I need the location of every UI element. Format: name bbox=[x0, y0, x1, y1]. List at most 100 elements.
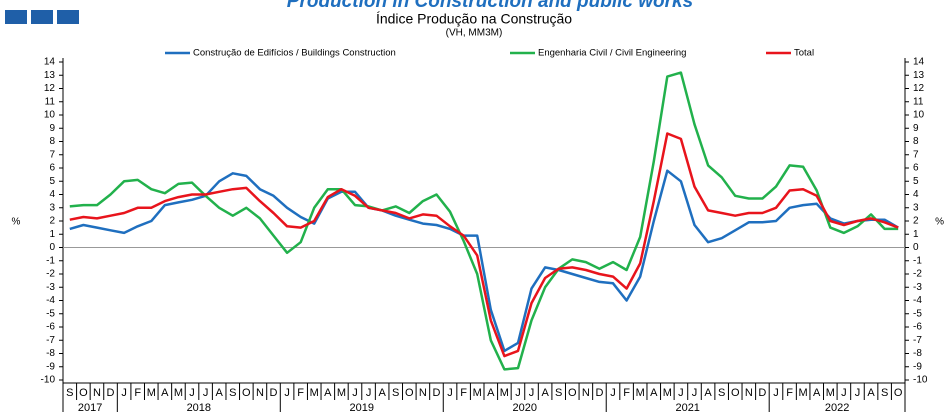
series-line bbox=[69, 132, 899, 358]
x-tick-label: J bbox=[841, 387, 847, 399]
y-tick-label: 1 bbox=[49, 229, 55, 240]
series-line bbox=[69, 169, 899, 353]
year-label: 2020 bbox=[512, 402, 536, 412]
y2-tick-label: 10 bbox=[913, 110, 925, 121]
y2-tick-label: 9 bbox=[913, 123, 919, 134]
y2-tick-label: -3 bbox=[913, 282, 922, 293]
x-tick-label: A bbox=[487, 387, 495, 399]
x-tick-label: S bbox=[881, 387, 888, 399]
y-tick-label: 14 bbox=[44, 57, 56, 68]
chart-title: Índice Produção na Construção bbox=[376, 11, 572, 27]
y2-tick-label: 5 bbox=[913, 176, 919, 187]
x-tick-label: M bbox=[799, 387, 808, 399]
x-tick-label: M bbox=[636, 387, 645, 399]
y-tick-label: -4 bbox=[46, 295, 55, 306]
x-tick-label: J bbox=[773, 387, 779, 399]
y2-tick-label: 0 bbox=[913, 242, 919, 253]
y-tick-label: 7 bbox=[49, 149, 55, 160]
x-tick-label: D bbox=[432, 387, 440, 399]
y2-tick-label: -9 bbox=[913, 361, 922, 372]
x-tick-label: D bbox=[595, 387, 603, 399]
x-tick-label: F bbox=[297, 387, 304, 399]
year-label: 2021 bbox=[675, 402, 699, 412]
y2-tick-label: -5 bbox=[913, 308, 922, 319]
x-tick-label: S bbox=[229, 387, 236, 399]
x-tick-label: N bbox=[582, 387, 590, 399]
x-tick-label: D bbox=[107, 387, 115, 399]
x-tick-label: S bbox=[392, 387, 399, 399]
x-tick-label: D bbox=[270, 387, 278, 399]
y2-tick-label: -1 bbox=[913, 255, 922, 266]
y2-tick-label: 14 bbox=[913, 57, 925, 68]
y2-tick-label: 13 bbox=[913, 70, 925, 81]
y-tick-label: 2 bbox=[49, 216, 55, 227]
y2-tick-label: 6 bbox=[913, 163, 919, 174]
y2-tick-label: -6 bbox=[913, 322, 922, 333]
x-tick-label: J bbox=[121, 387, 127, 399]
x-tick-label: A bbox=[161, 387, 169, 399]
y-tick-label: -8 bbox=[46, 348, 55, 359]
x-tick-label: J bbox=[352, 387, 358, 399]
y2-tick-label: -2 bbox=[913, 269, 922, 280]
x-tick-label: J bbox=[366, 387, 372, 399]
x-tick-label: M bbox=[473, 387, 482, 399]
legend-label: Total bbox=[794, 48, 814, 59]
x-tick-label: J bbox=[189, 387, 195, 399]
x-tick-label: A bbox=[324, 387, 332, 399]
y2-tick-label: 3 bbox=[913, 202, 919, 213]
x-tick-label: N bbox=[745, 387, 753, 399]
year-label: 2019 bbox=[350, 402, 374, 412]
y-tick-label: 10 bbox=[44, 110, 56, 121]
y-tick-label: -5 bbox=[46, 308, 55, 319]
y-tick-label: 8 bbox=[49, 136, 55, 147]
y2-axis-label: % bbox=[935, 217, 944, 228]
x-tick-label: O bbox=[568, 387, 577, 399]
year-label: 2022 bbox=[825, 402, 849, 412]
y2-tick-label: 4 bbox=[913, 189, 919, 200]
x-tick-label: J bbox=[284, 387, 290, 399]
year-label: 2018 bbox=[187, 402, 211, 412]
y-tick-label: -7 bbox=[46, 335, 55, 346]
y2-tick-label: -10 bbox=[913, 375, 928, 386]
x-tick-label: M bbox=[826, 387, 835, 399]
y-tick-label: -2 bbox=[46, 269, 55, 280]
x-tick-label: O bbox=[242, 387, 251, 399]
x-tick-label: O bbox=[894, 387, 903, 399]
x-tick-label: J bbox=[855, 387, 861, 399]
x-tick-label: N bbox=[419, 387, 427, 399]
y-tick-label: -3 bbox=[46, 282, 55, 293]
y2-tick-label: 1 bbox=[913, 229, 919, 240]
y-axis-label: % bbox=[12, 217, 21, 228]
y2-tick-label: 8 bbox=[913, 136, 919, 147]
x-tick-label: A bbox=[867, 387, 875, 399]
x-tick-label: O bbox=[405, 387, 414, 399]
y-tick-label: 5 bbox=[49, 176, 55, 187]
y-tick-label: 13 bbox=[44, 70, 56, 81]
y2-tick-label: 11 bbox=[913, 96, 924, 107]
year-label: 2017 bbox=[78, 402, 102, 412]
x-tick-label: S bbox=[66, 387, 73, 399]
x-tick-label: A bbox=[650, 387, 658, 399]
x-tick-label: J bbox=[515, 387, 521, 399]
y2-tick-label: 7 bbox=[913, 149, 919, 160]
y-tick-label: 6 bbox=[49, 163, 55, 174]
x-tick-label: D bbox=[758, 387, 766, 399]
y2-tick-label: 2 bbox=[913, 216, 919, 227]
x-tick-label: A bbox=[216, 387, 224, 399]
y-tick-label: 12 bbox=[44, 83, 56, 94]
y-tick-label: -6 bbox=[46, 322, 55, 333]
x-tick-label: M bbox=[337, 387, 346, 399]
x-tick-label: S bbox=[718, 387, 725, 399]
x-tick-label: S bbox=[555, 387, 562, 399]
chart-subtitle: (VH, MM3M) bbox=[446, 28, 503, 39]
y2-tick-label: -4 bbox=[913, 295, 922, 306]
legend-label: Engenharia Civil / Civil Engineering bbox=[538, 48, 686, 59]
series-line bbox=[69, 71, 899, 371]
x-tick-label: N bbox=[256, 387, 264, 399]
x-tick-label: J bbox=[203, 387, 209, 399]
x-tick-label: O bbox=[79, 387, 88, 399]
x-tick-label: M bbox=[500, 387, 509, 399]
y-tick-label: -1 bbox=[46, 255, 55, 266]
y2-tick-label: -7 bbox=[913, 335, 922, 346]
